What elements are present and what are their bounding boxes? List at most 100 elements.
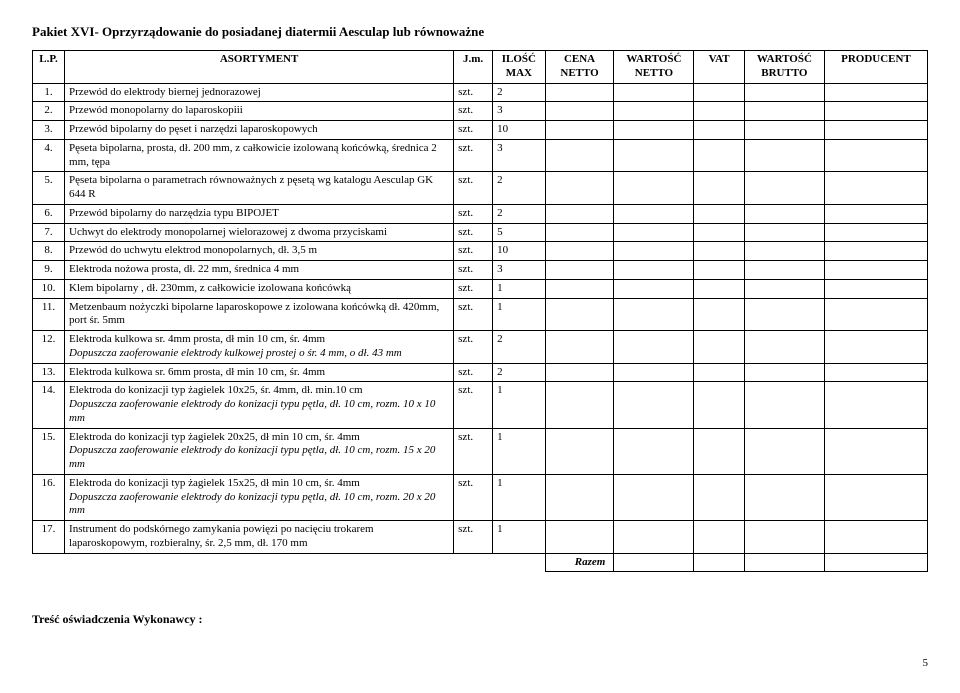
cell-empty xyxy=(744,139,824,172)
cell-desc: Pęseta bipolarna o parametrach równoważn… xyxy=(65,172,454,205)
cell-qty: 2 xyxy=(493,363,546,382)
cell-lp: 4. xyxy=(33,139,65,172)
cell-empty xyxy=(614,474,694,520)
cell-empty xyxy=(614,139,694,172)
cell-qty: 5 xyxy=(493,223,546,242)
table-row: 5.Pęseta bipolarna o parametrach równowa… xyxy=(33,172,928,205)
cell-note: Dopuszcza zaoferowanie elektrody kulkowe… xyxy=(69,347,402,359)
cell-empty xyxy=(545,223,614,242)
cell-desc: Instrument do podskórnego zamykania powi… xyxy=(65,521,454,554)
cell-qty: 3 xyxy=(493,261,546,280)
cell-empty xyxy=(824,223,927,242)
cell-empty xyxy=(824,521,927,554)
cell-empty xyxy=(614,428,694,474)
cell-jm: szt. xyxy=(454,223,493,242)
cell-jm: szt. xyxy=(454,474,493,520)
cell-empty xyxy=(694,139,744,172)
products-table: L.P. ASORTYMENT J.m. ILOŚĆ MAX CENA NETT… xyxy=(32,50,928,572)
cell-empty xyxy=(694,121,744,140)
cell-qty: 1 xyxy=(493,428,546,474)
cell-empty xyxy=(545,121,614,140)
cell-empty xyxy=(614,279,694,298)
cell-empty xyxy=(744,242,824,261)
cell-desc: Przewód monopolarny do laparoskopiii xyxy=(65,102,454,121)
cell-empty xyxy=(824,83,927,102)
cell-qty: 10 xyxy=(493,242,546,261)
cell-lp: 16. xyxy=(33,474,65,520)
cell-empty xyxy=(545,139,614,172)
cell-empty xyxy=(614,172,694,205)
cell-empty xyxy=(824,121,927,140)
col-wb: WARTOŚĆ BRUTTO xyxy=(744,51,824,84)
cell-qty: 2 xyxy=(493,83,546,102)
cell-empty xyxy=(614,298,694,331)
cell-empty xyxy=(545,204,614,223)
cell-jm: szt. xyxy=(454,363,493,382)
cell-empty xyxy=(744,521,824,554)
table-row: 14.Elektroda do konizacji typ żagielek 1… xyxy=(33,382,928,428)
cell-empty xyxy=(545,363,614,382)
col-cena: CENA NETTO xyxy=(545,51,614,84)
table-row: 9.Elektroda nożowa prosta, dł. 22 mm, śr… xyxy=(33,261,928,280)
table-row: 4.Pęseta bipolarna, prosta, dł. 200 mm, … xyxy=(33,139,928,172)
table-row: 12.Elektroda kulkowa sr. 4mm prosta, dł … xyxy=(33,331,928,364)
cell-qty: 2 xyxy=(493,204,546,223)
cell-empty xyxy=(545,102,614,121)
cell-empty xyxy=(614,204,694,223)
cell-desc: Przewód do elektrody biernej jednorazowe… xyxy=(65,83,454,102)
cell-empty xyxy=(545,83,614,102)
cell-empty xyxy=(694,204,744,223)
cell-note: Dopuszcza zaoferowanie elektrody do koni… xyxy=(69,444,435,470)
cell-jm: szt. xyxy=(454,428,493,474)
cell-empty xyxy=(824,474,927,520)
cell-desc: Przewód bipolarny do pęset i narzędzi la… xyxy=(65,121,454,140)
cell-jm: szt. xyxy=(454,83,493,102)
cell-jm: szt. xyxy=(454,331,493,364)
cell-lp: 12. xyxy=(33,331,65,364)
cell-jm: szt. xyxy=(454,298,493,331)
cell-qty: 10 xyxy=(493,121,546,140)
cell-qty: 1 xyxy=(493,279,546,298)
cell-empty xyxy=(824,428,927,474)
cell-empty xyxy=(824,102,927,121)
cell-empty xyxy=(545,521,614,554)
cell-empty xyxy=(545,242,614,261)
col-ilosc: ILOŚĆ MAX xyxy=(493,51,546,84)
cell-empty xyxy=(744,121,824,140)
cell-empty xyxy=(694,223,744,242)
cell-jm: szt. xyxy=(454,382,493,428)
cell-empty xyxy=(694,172,744,205)
cell-empty xyxy=(694,261,744,280)
cell-empty xyxy=(824,553,927,572)
cell-empty xyxy=(744,83,824,102)
cell-lp: 10. xyxy=(33,279,65,298)
cell-lp: 3. xyxy=(33,121,65,140)
cell-desc: Uchwyt do elektrody monopolarnej wielora… xyxy=(65,223,454,242)
cell-empty xyxy=(614,363,694,382)
footer-text: Treść oświadczenia Wykonawcy : xyxy=(32,612,928,627)
cell-lp: 17. xyxy=(33,521,65,554)
cell-empty xyxy=(545,331,614,364)
cell-lp: 8. xyxy=(33,242,65,261)
cell-qty: 3 xyxy=(493,102,546,121)
cell-desc: Elektroda do konizacji typ żagielek 15x2… xyxy=(65,474,454,520)
cell-empty xyxy=(744,363,824,382)
cell-empty xyxy=(744,298,824,331)
cell-desc: Elektroda nożowa prosta, dł. 22 mm, śred… xyxy=(65,261,454,280)
table-row: 16.Elektroda do konizacji typ żagielek 1… xyxy=(33,474,928,520)
cell-desc: Elektroda kulkowa sr. 6mm prosta, dł min… xyxy=(65,363,454,382)
cell-jm: szt. xyxy=(454,204,493,223)
cell-empty xyxy=(694,331,744,364)
table-row: 11.Metzenbaum nożyczki bipolarne laparos… xyxy=(33,298,928,331)
cell-empty xyxy=(824,139,927,172)
col-vat: VAT xyxy=(694,51,744,84)
cell-jm: szt. xyxy=(454,102,493,121)
cell-empty xyxy=(545,382,614,428)
cell-note: Dopuszcza zaoferowanie elektrody do koni… xyxy=(69,398,435,424)
cell-empty xyxy=(694,428,744,474)
cell-empty xyxy=(744,279,824,298)
cell-empty xyxy=(694,521,744,554)
cell-empty xyxy=(744,474,824,520)
table-row: 10.Klem bipolarny , dł. 230mm, z całkowi… xyxy=(33,279,928,298)
cell-empty xyxy=(614,102,694,121)
